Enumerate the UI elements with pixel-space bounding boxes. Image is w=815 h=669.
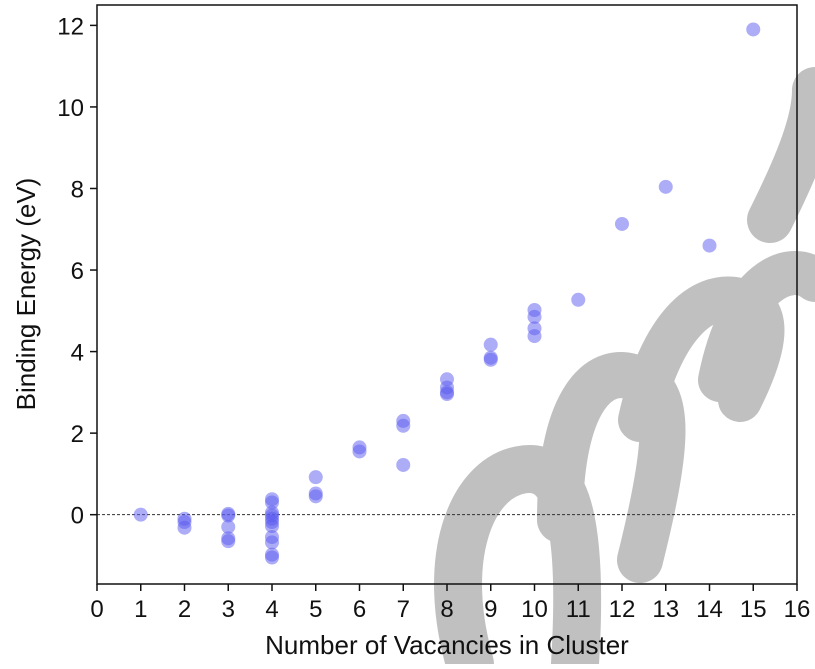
y-tick-label: 12 bbox=[57, 13, 84, 40]
data-point bbox=[265, 495, 279, 510]
y-tick-label: 10 bbox=[57, 95, 84, 122]
y-tick-label: 4 bbox=[71, 340, 84, 367]
data-point bbox=[483, 352, 498, 367]
x-tick-label: 14 bbox=[696, 596, 723, 623]
watermark bbox=[434, 67, 815, 669]
data-point bbox=[221, 519, 236, 534]
data-point bbox=[658, 179, 673, 194]
data-point bbox=[396, 418, 411, 433]
data-point bbox=[352, 444, 367, 459]
data-point bbox=[221, 534, 236, 549]
data-point bbox=[265, 535, 279, 550]
y-tick-label: 2 bbox=[71, 421, 84, 448]
x-tick-label: 13 bbox=[652, 596, 679, 623]
y-tick-label: 6 bbox=[71, 258, 84, 285]
x-tick-label: 1 bbox=[134, 596, 147, 623]
x-tick-label: 11 bbox=[566, 596, 591, 623]
x-tick-label: 4 bbox=[265, 596, 278, 623]
x-tick-label: 8 bbox=[440, 596, 453, 623]
data-point bbox=[308, 470, 323, 485]
x-tick-label: 9 bbox=[484, 596, 497, 623]
x-tick-label: 3 bbox=[222, 596, 235, 623]
x-tick-label: 12 bbox=[609, 596, 636, 623]
x-tick-label: 2 bbox=[178, 596, 191, 623]
data-point bbox=[221, 508, 236, 523]
data-point bbox=[527, 329, 542, 344]
data-point bbox=[396, 457, 411, 472]
data-point bbox=[527, 309, 542, 324]
y-axis-label: Binding Energy (eV) bbox=[11, 178, 41, 411]
data-point bbox=[746, 22, 761, 37]
x-tick-label: 16 bbox=[784, 596, 811, 623]
data-point bbox=[440, 386, 454, 401]
data-point bbox=[308, 489, 323, 504]
x-tick-label: 7 bbox=[397, 596, 410, 623]
x-tick-label: 6 bbox=[353, 596, 366, 623]
data-point bbox=[133, 507, 148, 522]
x-tick-label: 10 bbox=[521, 596, 548, 623]
y-tick-label: 8 bbox=[71, 176, 84, 203]
data-point bbox=[265, 550, 279, 565]
y-tick-label: 0 bbox=[71, 503, 84, 530]
data-point bbox=[571, 292, 586, 307]
data-point bbox=[483, 337, 498, 352]
x-tick-label: 5 bbox=[309, 596, 322, 623]
x-tick-label: 0 bbox=[90, 596, 103, 623]
data-point bbox=[177, 520, 192, 535]
data-point bbox=[615, 216, 629, 231]
x-axis-label: Number of Vacancies in Cluster bbox=[265, 630, 629, 660]
data-point bbox=[702, 238, 717, 253]
data-point bbox=[265, 519, 279, 534]
x-tick-label: 15 bbox=[740, 596, 767, 623]
